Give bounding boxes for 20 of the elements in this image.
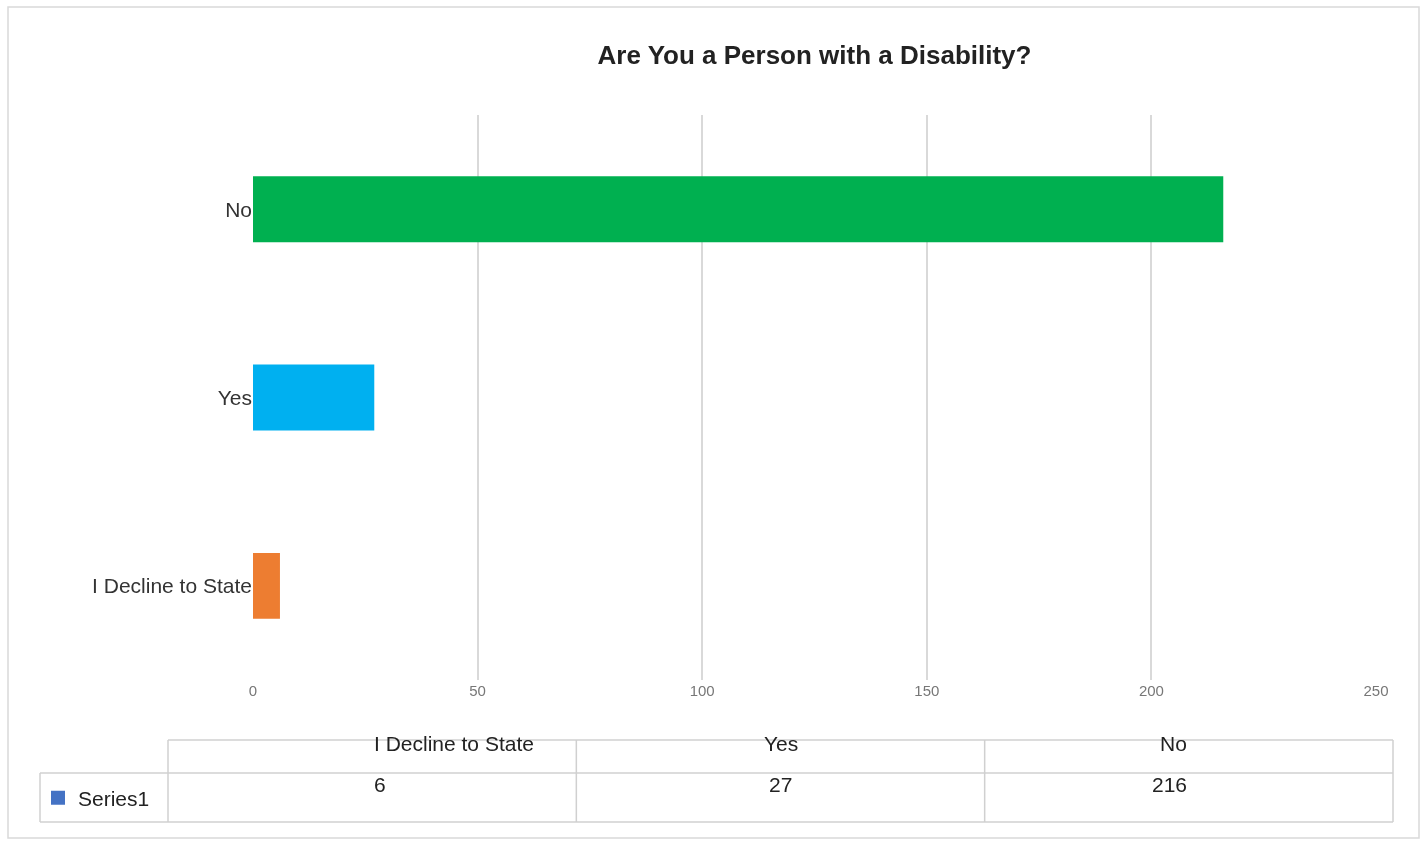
category-label: Yes <box>764 732 799 755</box>
data-label: 27 <box>769 773 793 796</box>
bar <box>253 552 280 619</box>
x-tick-label: 150 <box>914 682 940 699</box>
x-tick-label: 200 <box>1138 682 1164 699</box>
x-tick-label: 0 <box>248 682 258 699</box>
category-label: I Decline to State <box>374 732 534 755</box>
bar <box>253 364 375 431</box>
category-label: No <box>1160 732 1187 755</box>
x-tick-label: 100 <box>689 682 715 699</box>
bar <box>253 176 1224 243</box>
data-label: 216 <box>1152 773 1188 796</box>
y-tick-label: I Decline to State <box>92 574 252 598</box>
y-tick-label: No <box>225 197 252 221</box>
y-tick-label: Yes <box>217 385 252 409</box>
x-tick-label: 50 <box>469 682 486 699</box>
x-tick-label: 250 <box>1363 682 1389 699</box>
chart-title: Are You a Person with a Disability? <box>597 40 1032 71</box>
legend-label: Series1 <box>78 786 150 810</box>
data-label: 6 <box>374 773 386 796</box>
